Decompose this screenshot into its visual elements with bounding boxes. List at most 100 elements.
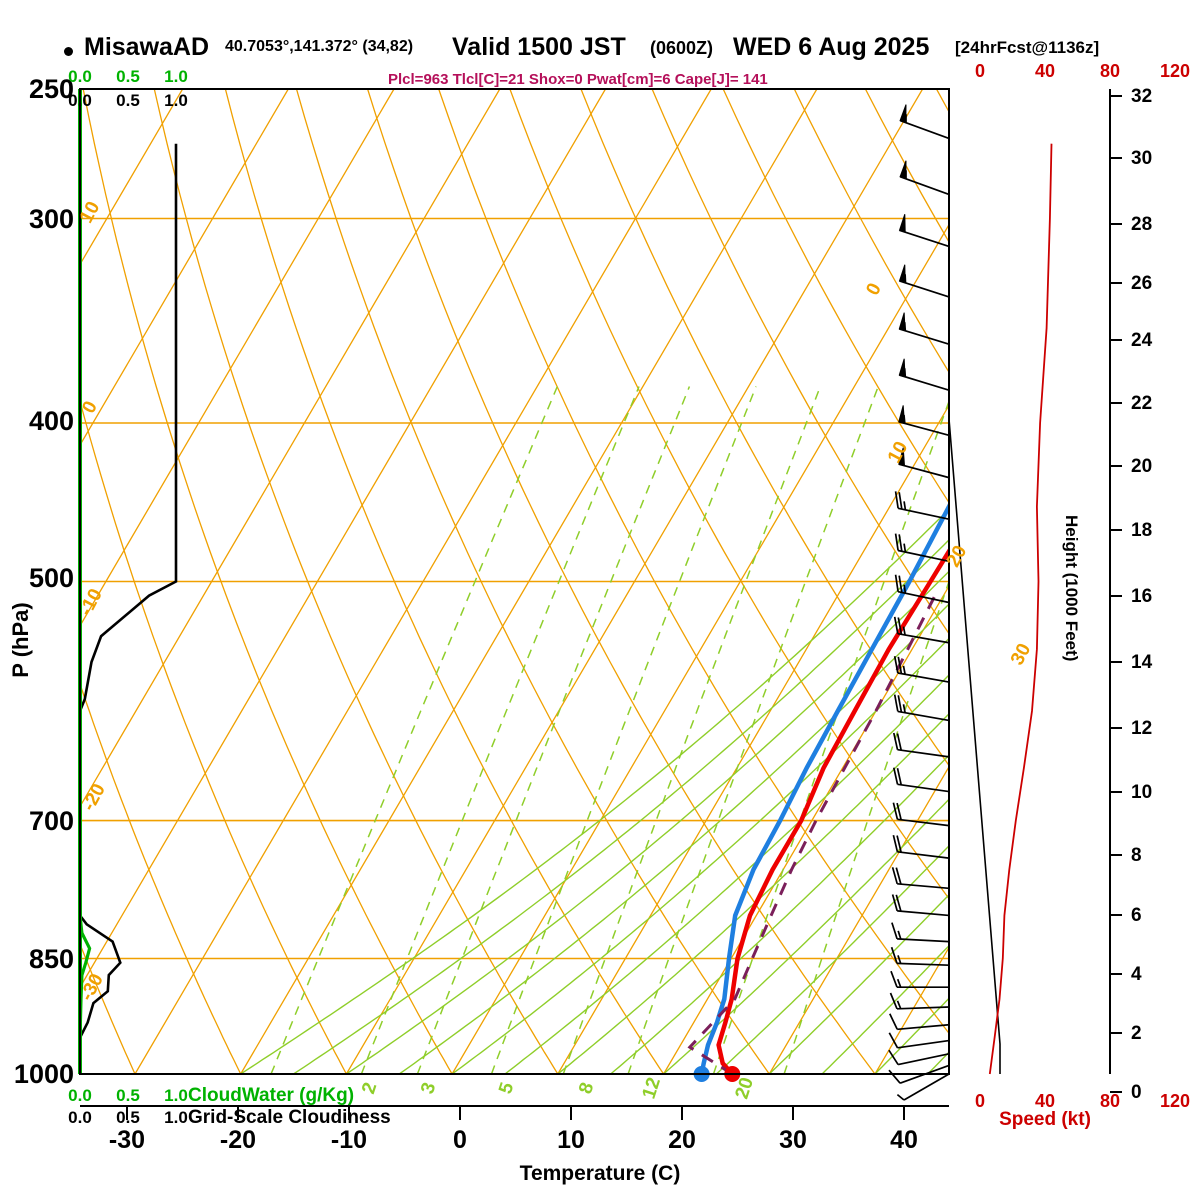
wind-barb [889, 992, 950, 1010]
height-tick-label: 28 [1131, 214, 1152, 235]
wind-barb [899, 160, 950, 196]
height-tick-label: 0 [1131, 1082, 1142, 1103]
cloudwater-tick-label: 1.0 [164, 1086, 188, 1105]
wind-barb [888, 1064, 950, 1084]
moist-adiabat [293, 538, 949, 1074]
wind-barb [890, 970, 950, 989]
dewpoint-curve [699, 501, 949, 1074]
moist-adiabat [557, 712, 949, 1074]
cloudiness-curve [80, 143, 178, 1039]
cloudiness-tick-label-top: 0.5 [116, 91, 140, 110]
height-tick-label: 32 [1131, 86, 1152, 107]
parcel-curve [687, 594, 937, 1074]
isotherm [80, 89, 395, 628]
mixing-ratio-line [627, 386, 879, 1074]
wind-barb [889, 1013, 950, 1031]
mixing-ratio-line [360, 386, 640, 1074]
wind-barb [892, 802, 950, 827]
valid-date: WED 6 Aug 2025 [733, 33, 930, 61]
wind-barb [894, 533, 950, 563]
wind-barb [894, 574, 950, 604]
wind-barb [893, 694, 950, 722]
dry-adiabat [722, 89, 949, 504]
speed-curve [988, 143, 1053, 1075]
height-tick-label: 10 [1131, 782, 1152, 803]
speed-tick-label: 120 [1160, 61, 1190, 81]
pressure-tick-label: 850 [29, 944, 74, 974]
valid-utc: (0600Z) [650, 38, 714, 58]
cloudwater-axis-label: CloudWater (g/Kg) [188, 1085, 354, 1106]
mixing-ratio-line [416, 386, 691, 1074]
temperature-tick-label: -30 [109, 1126, 145, 1154]
mixing-ratio-label: 5 [495, 1080, 518, 1097]
cloudiness-tick-label-top: 0.0 [68, 91, 92, 110]
moist-adiabat [451, 637, 949, 1074]
station-name: MisawaAD [84, 33, 210, 61]
mixing-ratio-label: 3 [417, 1080, 440, 1097]
isotherm [80, 89, 184, 266]
wind-barb [891, 867, 950, 890]
height-tick-label: 12 [1131, 718, 1152, 739]
height-tick-label: 30 [1131, 148, 1152, 169]
temperature-tick-label: 0 [453, 1126, 467, 1154]
wind-barb [891, 894, 950, 917]
cloudwater-tick-label: 0.0 [68, 1086, 92, 1105]
dry-adiabat [438, 89, 949, 1035]
mixing-ratio-line [783, 579, 949, 1074]
wind-barb [896, 1073, 950, 1101]
height-tick-label: 8 [1131, 845, 1142, 866]
wind-barb [888, 1049, 950, 1066]
cloudiness-axis-label: Grid-Scale Cloudiness [188, 1107, 391, 1128]
adiabat-label: -20 [78, 780, 109, 814]
wind-barb-group [888, 104, 950, 1101]
wind-barb [894, 491, 950, 520]
temperature-tick-label: -10 [331, 1126, 367, 1154]
height-tick-label: 2 [1131, 1023, 1142, 1044]
moist-adiabat-group [240, 508, 949, 1074]
wind-limit-line [948, 418, 1001, 1074]
adiabat-label: 30 [1007, 640, 1035, 669]
moist-adiabat [240, 508, 949, 1074]
temperature-tick-label: 40 [890, 1126, 918, 1154]
height-tick-label: 24 [1131, 330, 1153, 351]
isotherm [345, 89, 924, 1074]
pressure-tick-label: 1000 [14, 1059, 74, 1089]
speed-tick-label: 40 [1035, 61, 1055, 81]
adiabat-label: 20 [943, 542, 971, 571]
dry-adiabat [153, 89, 559, 1074]
wind-barb [892, 732, 950, 758]
pressure-tick-label: 500 [29, 563, 74, 593]
speed-tick-label: 0 [975, 1091, 985, 1111]
dry-adiabat [224, 89, 665, 1074]
mixing-ratio-line [490, 386, 757, 1074]
isotherm [768, 765, 949, 1074]
mixing-ratio-label: 12 [639, 1075, 666, 1102]
mixing-ratio-group [270, 386, 949, 1074]
mixing-ratio-label: 2 [358, 1080, 381, 1097]
sounding-parameters: Plcl=963 Tlcl[C]=21 Shox=0 Pwat[cm]=6 Ca… [388, 71, 768, 88]
wind-barb [892, 835, 950, 859]
moist-adiabat [398, 603, 949, 1074]
isobar-group [80, 89, 949, 1074]
isotherm [240, 89, 818, 1074]
station-dot [64, 47, 73, 56]
wind-barb [898, 312, 950, 345]
wind-barb [893, 616, 950, 644]
temperature-tick-label: -20 [220, 1126, 256, 1154]
isotherm [80, 89, 607, 989]
temperature-tick-label: 10 [557, 1126, 585, 1154]
temperature-tick-label: 30 [779, 1126, 807, 1154]
dry-adiabat [651, 89, 949, 635]
valid-time: Valid 1500 JST [452, 33, 626, 61]
wind-barb [898, 405, 950, 437]
cloudiness-tick-label: 1.0 [164, 1108, 188, 1127]
speed-tick-label: 120 [1160, 1091, 1190, 1111]
wind-barb [893, 656, 950, 683]
height-tick-label: 6 [1131, 905, 1142, 926]
wind-barb [898, 447, 950, 479]
height-tick-label: 20 [1131, 456, 1152, 477]
moist-adiabat [821, 944, 949, 1074]
height-axis-label: Height (1000 Feet) [1062, 515, 1081, 661]
